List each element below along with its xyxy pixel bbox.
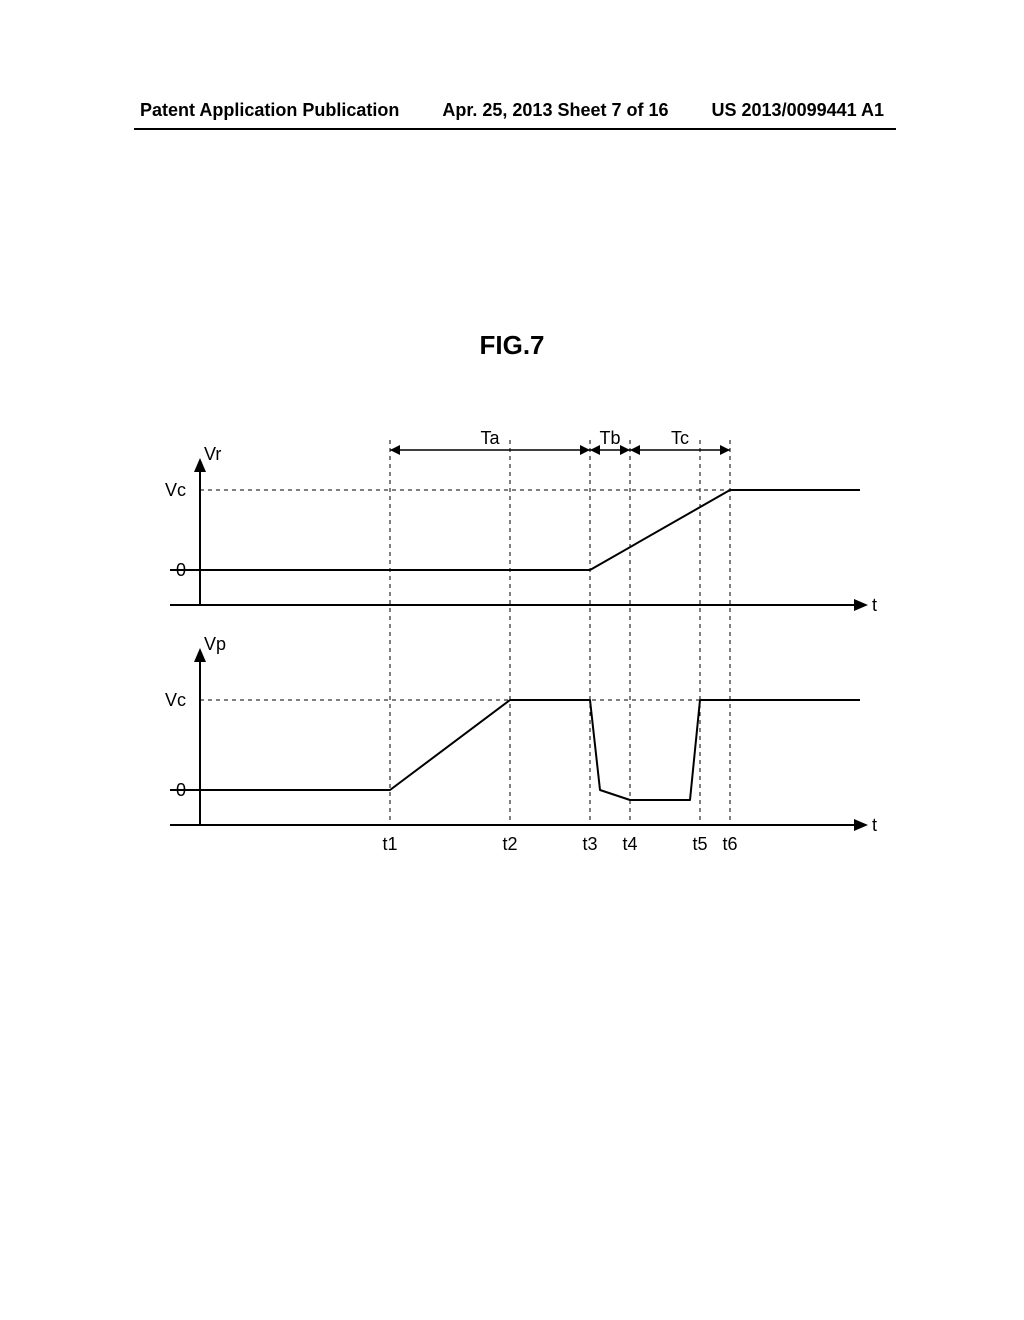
x-tick-t5: t5 [692, 834, 707, 854]
vp-vc-label: Vc [165, 690, 186, 710]
vp-waveform [170, 700, 860, 800]
page-header: Patent Application Publication Apr. 25, … [0, 100, 1024, 121]
timing-chart: TaTbTcVrtVc0VptVc0t1t2t3t4t5t6 [140, 430, 880, 890]
header-right: US 2013/0099441 A1 [712, 100, 884, 121]
interval-Ta-arrow-r [580, 445, 590, 455]
vr-waveform [170, 490, 860, 570]
x-tick-t4: t4 [622, 834, 637, 854]
interval-label-Tc: Tc [671, 430, 689, 448]
x-tick-t6: t6 [722, 834, 737, 854]
vp-x-arrow [854, 819, 868, 831]
figure-label: FIG.7 [0, 330, 1024, 361]
chart-svg: TaTbTcVrtVc0VptVc0t1t2t3t4t5t6 [140, 430, 880, 890]
interval-Tc-arrow-l [630, 445, 640, 455]
vr-axis-label: Vr [204, 444, 221, 464]
vp-x-label: t [872, 815, 877, 835]
interval-Tb-arrow-r [620, 445, 630, 455]
page: Patent Application Publication Apr. 25, … [0, 0, 1024, 1320]
interval-Tc-arrow-r [720, 445, 730, 455]
vr-vc-label: Vc [165, 480, 186, 500]
x-tick-t1: t1 [382, 834, 397, 854]
vr-x-label: t [872, 595, 877, 615]
vp-axis-label: Vp [204, 634, 226, 654]
interval-Ta-arrow-l [390, 445, 400, 455]
interval-label-Ta: Ta [480, 430, 500, 448]
interval-label-Tb: Tb [599, 430, 620, 448]
x-tick-t3: t3 [582, 834, 597, 854]
vr-x-arrow [854, 599, 868, 611]
header-center: Apr. 25, 2013 Sheet 7 of 16 [442, 100, 668, 121]
header-left: Patent Application Publication [140, 100, 399, 121]
header-rule [134, 128, 896, 130]
x-tick-t2: t2 [502, 834, 517, 854]
